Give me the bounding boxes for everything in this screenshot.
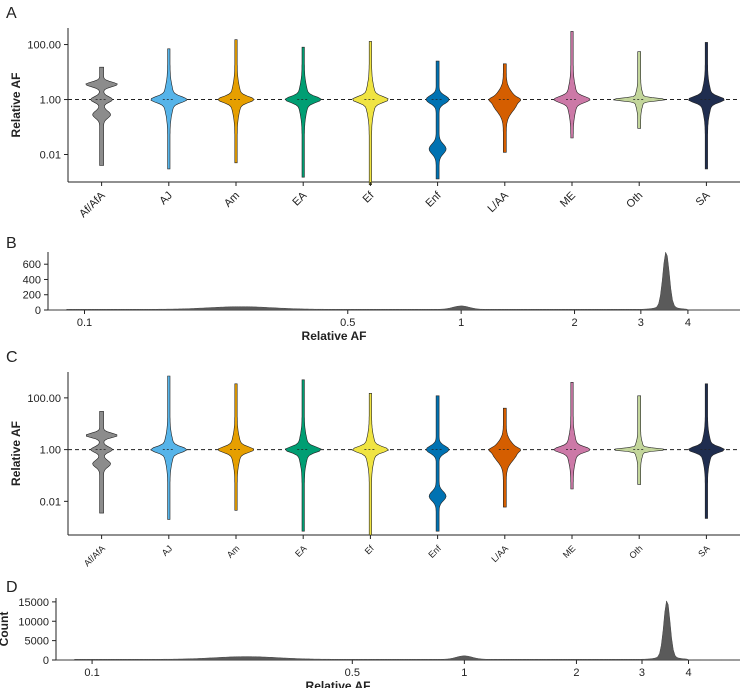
violin-me (553, 382, 591, 490)
y-axis-title: Relative AF (9, 421, 23, 486)
x-tick-label: Enf (426, 543, 443, 560)
violin-oth (614, 395, 664, 485)
x-axis-title: Relative AF (306, 679, 371, 688)
x-tick-label: Enf (424, 189, 445, 210)
x-tick-label: ME (561, 543, 578, 560)
y-tick-label: 0.01 (40, 150, 61, 162)
x-tick-label: Ef (363, 543, 376, 556)
violin-sa (688, 42, 725, 170)
x-tick-label: 4 (685, 667, 691, 679)
violin-aj (150, 375, 188, 520)
y-tick-label: 0 (43, 655, 49, 667)
x-tick-label: 2 (573, 667, 579, 679)
violin-af-afa (85, 66, 118, 166)
x-tick-label: Am (222, 190, 242, 210)
x-tick-label: 0.1 (84, 667, 99, 679)
y-tick-label: 10000 (18, 616, 49, 628)
violin-aj (150, 48, 187, 170)
y-tick-label: 1.00 (40, 445, 61, 457)
panel-label-c: C (6, 349, 18, 366)
histogram-bars (56, 600, 740, 661)
x-tick-label: 1 (458, 317, 464, 329)
violin-l-aa (488, 63, 521, 153)
y-axis-title: Count (0, 264, 3, 299)
y-tick-label: 600 (23, 259, 41, 271)
histogram-panel-d: 0 5000 10000 15000 0.1 0.5 1 2 3 4 Count Relative A… (0, 597, 740, 688)
x-tick-label: ME (558, 190, 578, 210)
x-tick-label: 0.5 (340, 317, 355, 329)
panel-label-b: B (6, 235, 17, 252)
x-tick-label: 0.1 (77, 317, 92, 329)
violin-ea (284, 379, 322, 532)
x-tick-label: 0.5 (345, 667, 360, 679)
violin-enf (425, 395, 450, 532)
x-tick-label: Ef (361, 189, 378, 206)
x-tick-label: AJ (157, 190, 175, 208)
x-axis-title: Relative AF (302, 329, 367, 343)
x-tick-label: SA (694, 189, 713, 208)
x-tick-label: Af/AfA (82, 543, 107, 568)
x-tick-label: EA (293, 543, 309, 559)
x-tick-label: 3 (639, 667, 645, 679)
x-tick-label: 3 (638, 317, 644, 329)
violin-am (217, 39, 255, 164)
violin-me (553, 31, 591, 139)
x-tick-label: 1 (461, 667, 467, 679)
violin-ef (352, 41, 389, 185)
x-tick-label: Af/AfA (77, 189, 108, 220)
x-tick-label: AJ (160, 543, 175, 558)
x-tick-label: L/AA (489, 543, 510, 564)
x-tick-label: SA (696, 543, 712, 559)
histogram-bars (48, 251, 740, 311)
violin-l-aa (488, 407, 521, 508)
y-tick-label: 400 (23, 274, 41, 286)
violin-panel-c: 100.00 1.00 0.01 Relative AF Af/AfA AJ Am EA Ef E… (9, 372, 740, 568)
x-tick-label: Am (225, 543, 242, 560)
violin-sa (687, 383, 725, 519)
y-tick-label: 0.01 (40, 496, 61, 508)
x-tick-label: Oth (624, 190, 645, 211)
violin-am (217, 383, 255, 511)
x-tick-label: L/AA (486, 189, 512, 215)
x-tick-label: 4 (685, 317, 691, 329)
y-tick-label: 5000 (25, 636, 49, 648)
panel-label-a: A (6, 5, 17, 22)
x-tick-label: 2 (571, 317, 577, 329)
violin-ea (284, 46, 322, 178)
y-tick-label: 100.00 (27, 40, 61, 52)
y-axis-title: Count (0, 612, 11, 647)
histogram-panel-b: 0 200 400 600 0.1 0.5 1 2 3 4 Count Relative AF (0, 251, 740, 343)
y-tick-label: 1.00 (40, 95, 61, 107)
violin-af-afa (86, 411, 118, 514)
violin-ef (351, 393, 390, 536)
y-axis-title: Relative AF (9, 73, 23, 138)
y-tick-label: 15000 (18, 597, 49, 609)
y-tick-label: 200 (23, 290, 41, 302)
y-tick-label: 0 (35, 305, 41, 317)
violin-panel-a: 100.00 1.00 0.01 Relative AF Af/AfA AJ Am EA Ef E… (9, 28, 740, 220)
y-tick-label: 100.00 (27, 393, 61, 405)
x-tick-label: EA (290, 189, 309, 208)
x-tick-label: Oth (627, 543, 644, 560)
violin-oth (613, 51, 666, 129)
violin-enf (425, 60, 450, 180)
panel-label-d: D (6, 579, 18, 596)
